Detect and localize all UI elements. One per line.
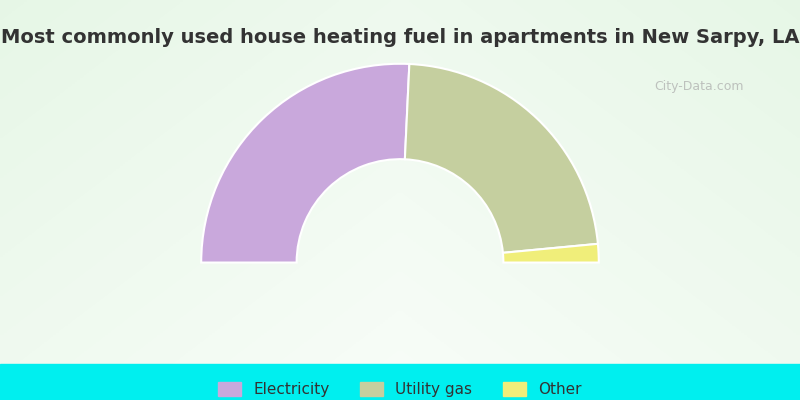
Wedge shape — [202, 64, 410, 262]
Bar — [0, 364, 800, 400]
Text: Most commonly used house heating fuel in apartments in New Sarpy, LA: Most commonly used house heating fuel in… — [1, 28, 799, 47]
Text: City-Data.com: City-Data.com — [654, 80, 744, 93]
Wedge shape — [503, 244, 598, 262]
Legend: Electricity, Utility gas, Other: Electricity, Utility gas, Other — [212, 376, 588, 400]
Wedge shape — [405, 64, 598, 253]
